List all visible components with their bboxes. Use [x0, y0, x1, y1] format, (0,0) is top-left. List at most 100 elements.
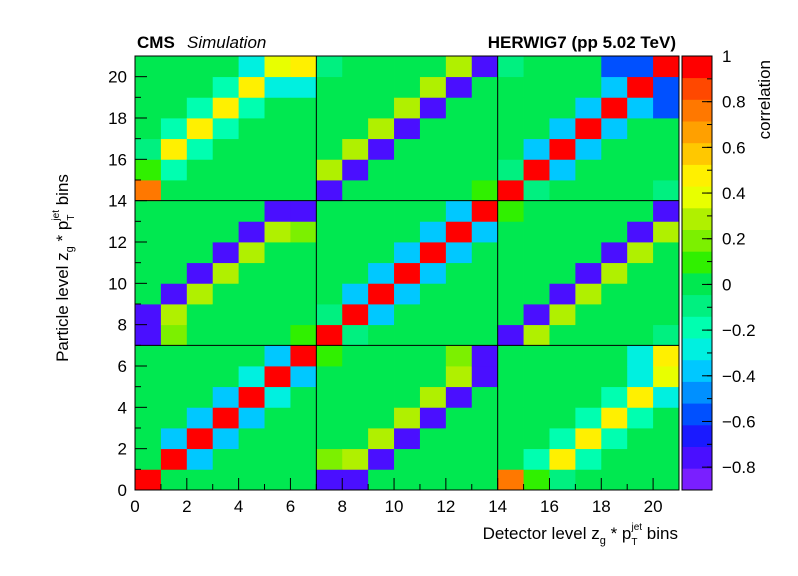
heatmap-cell — [419, 448, 447, 470]
heatmap-cell — [264, 56, 291, 78]
heatmap-cell — [160, 138, 188, 160]
heatmap-cell — [601, 428, 628, 450]
heatmap-cell — [601, 118, 628, 140]
heatmap-cell — [445, 283, 473, 305]
heatmap-cell — [135, 180, 162, 202]
heatmap-cell — [160, 428, 188, 450]
heatmap-cell — [264, 283, 291, 305]
heatmap-cell — [653, 324, 680, 346]
heatmap-cell — [445, 262, 473, 284]
heatmap-cell — [135, 448, 162, 470]
heatmap-cell — [316, 283, 343, 305]
heatmap-cell — [212, 345, 240, 367]
heatmap-cell — [601, 407, 628, 429]
heatmap-cell — [186, 469, 214, 491]
heatmap-cell — [238, 138, 265, 160]
heatmap-cell — [394, 242, 421, 264]
heatmap-cell — [445, 138, 473, 160]
heatmap-cell — [419, 221, 447, 243]
heatmap-cell — [445, 76, 473, 98]
z-tick-label: 0.4 — [722, 184, 746, 203]
heatmap-cell — [549, 56, 576, 78]
palette-frame — [681, 55, 713, 491]
heatmap-cell — [238, 159, 265, 181]
heatmap-cell — [316, 262, 343, 284]
heatmap-cell — [497, 200, 524, 222]
heatmap-cell — [238, 200, 265, 222]
heatmap-cell — [160, 366, 188, 388]
heatmap-cell — [212, 448, 240, 470]
heatmap-cell — [342, 56, 369, 78]
heatmap-cell — [575, 262, 602, 284]
heatmap-cell — [445, 407, 473, 429]
heatmap-cell — [419, 366, 447, 388]
heatmap-cell — [575, 469, 602, 491]
heatmap-cell — [212, 76, 240, 98]
heatmap-cell — [160, 345, 188, 367]
heatmap-cell — [575, 56, 602, 78]
heatmap-cell — [445, 97, 473, 119]
heatmap-cell — [264, 448, 291, 470]
heatmap-cell — [627, 56, 654, 78]
heatmap-cell — [290, 366, 317, 388]
heatmap-cell — [627, 200, 654, 222]
heatmap-cell — [394, 200, 421, 222]
y-tick-label: 20 — [108, 68, 127, 87]
heatmap-cell — [549, 262, 576, 284]
heatmap-cell — [290, 283, 317, 305]
heatmap-cell — [290, 448, 317, 470]
heatmap-cell — [445, 304, 473, 326]
heatmap-cell — [653, 262, 680, 284]
heatmap-cell — [368, 304, 395, 326]
heatmap-cell — [212, 118, 240, 140]
heatmap-cell — [186, 159, 214, 181]
heatmap-cell — [601, 221, 628, 243]
heatmap-cell — [419, 159, 447, 181]
y-tick-label: 0 — [118, 481, 127, 500]
heatmap-cell — [368, 97, 395, 119]
heatmap-cell — [471, 76, 499, 98]
heatmap-cell — [471, 221, 499, 243]
heatmap-cell — [160, 283, 188, 305]
heatmap-cell — [316, 428, 343, 450]
heatmap-cell — [445, 448, 473, 470]
palette-swatch — [682, 121, 712, 144]
heatmap-cell — [653, 283, 680, 305]
heatmap-cell — [342, 386, 369, 408]
heatmap-cell — [394, 407, 421, 429]
heatmap-cell — [653, 138, 680, 160]
heatmap-cell — [186, 262, 214, 284]
heatmap-cell — [445, 221, 473, 243]
heatmap-cell — [419, 428, 447, 450]
y-axis-title: Particle level zg * pTjet bins — [51, 174, 77, 362]
heatmap-cell — [549, 428, 576, 450]
z-tick-label: −0.6 — [722, 412, 756, 431]
palette-swatch — [682, 229, 712, 252]
z-tick-label: 0.8 — [722, 93, 746, 112]
heatmap-cell — [575, 366, 602, 388]
heatmap-cell — [523, 56, 550, 78]
heatmap-cell — [471, 386, 499, 408]
heatmap-cell — [394, 159, 421, 181]
heatmap-cell — [135, 283, 162, 305]
x-tick-label: 18 — [592, 497, 611, 516]
heatmap-cell — [445, 180, 473, 202]
heatmap-cell — [601, 283, 628, 305]
heatmap-cell — [653, 56, 680, 78]
heatmap-cell — [316, 448, 343, 470]
heatmap-cell — [419, 118, 447, 140]
heatmap-cell — [549, 76, 576, 98]
heatmap-cell — [497, 345, 524, 367]
heatmap-cell — [186, 386, 214, 408]
x-tick-label: 12 — [436, 497, 455, 516]
heatmap-cell — [264, 200, 291, 222]
heatmap-cell — [523, 386, 550, 408]
heatmap-cell — [135, 366, 162, 388]
heatmap-cell — [497, 407, 524, 429]
heatmap-cell — [523, 262, 550, 284]
heatmap-cell — [471, 448, 499, 470]
heatmap-cell — [238, 97, 265, 119]
heatmap-cell — [135, 118, 162, 140]
heatmap-cell — [186, 407, 214, 429]
